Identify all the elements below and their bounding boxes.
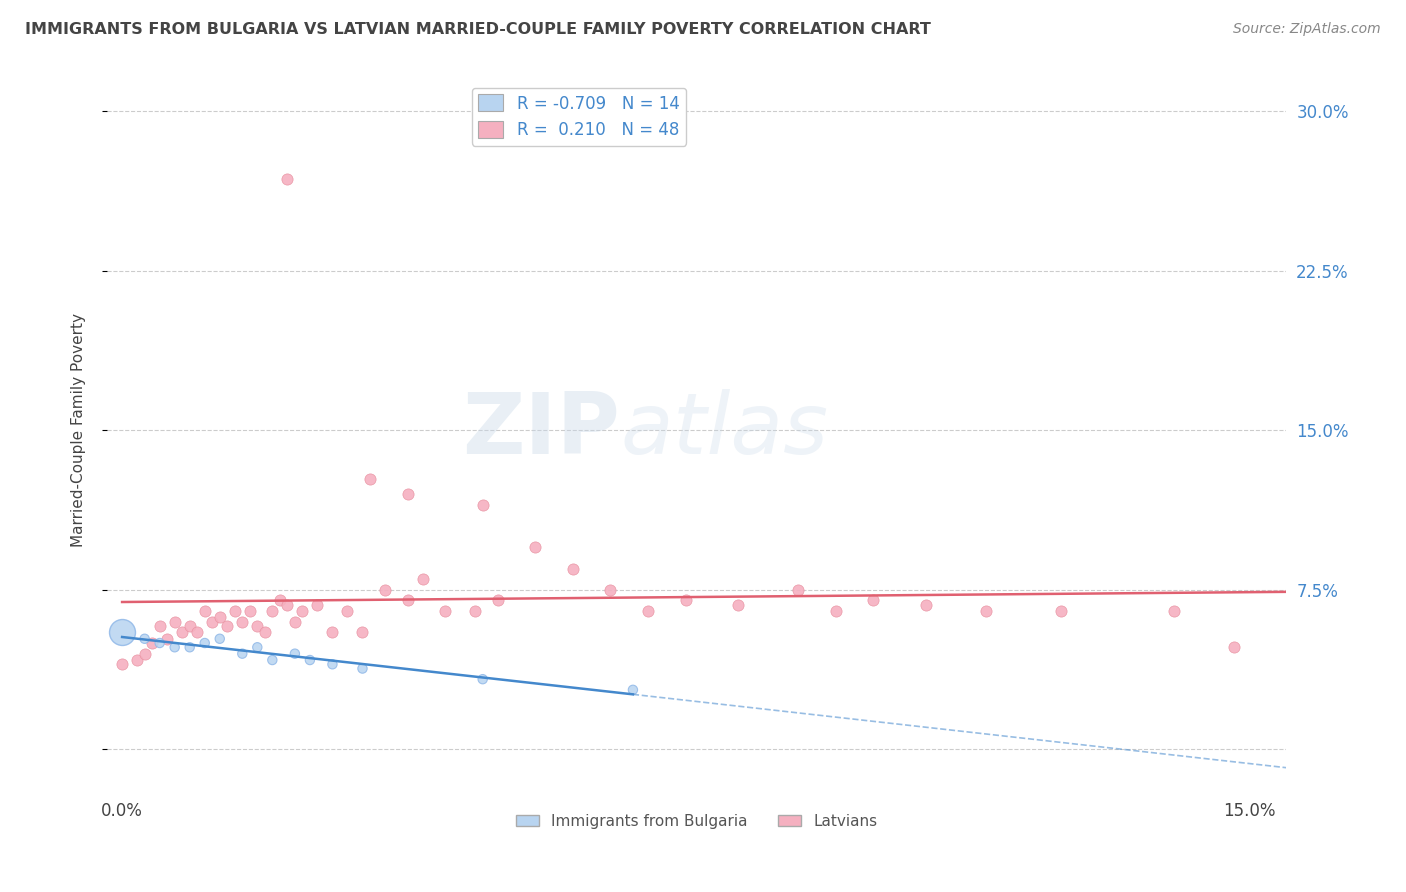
Point (974, 604, 997, 618)
Point (127, 653, 149, 667)
Point (269, 593, 291, 607)
Point (276, 598, 298, 612)
Point (163, 615, 186, 629)
Point (298, 653, 321, 667)
Point (359, 472, 381, 486)
Legend: Immigrants from Bulgaria, Latvians: Immigrants from Bulgaria, Latvians (510, 808, 883, 835)
Point (111, 625, 134, 640)
Point (1223, 640, 1246, 655)
Point (675, 593, 697, 607)
Point (186, 625, 208, 640)
Point (246, 619, 269, 633)
Point (621, 682, 644, 697)
Point (284, 647, 307, 661)
Point (862, 593, 884, 607)
Point (915, 598, 938, 612)
Point (307, 598, 329, 612)
Point (134, 632, 156, 646)
Point (208, 632, 231, 646)
Point (231, 647, 253, 661)
Point (156, 632, 179, 646)
Point (1163, 604, 1185, 618)
Point (352, 625, 374, 640)
Point (321, 657, 343, 672)
Point (637, 604, 659, 618)
Point (262, 604, 284, 618)
Point (149, 636, 172, 650)
Point (321, 625, 343, 640)
Point (352, 661, 374, 675)
Point (434, 604, 457, 618)
Point (486, 593, 509, 607)
Point (727, 598, 749, 612)
Point (396, 487, 419, 501)
Point (111, 657, 134, 672)
Point (276, 172, 298, 186)
Point (291, 604, 314, 618)
Point (194, 636, 217, 650)
Point (141, 636, 163, 650)
Point (471, 672, 494, 686)
Point (217, 619, 239, 633)
Point (336, 604, 359, 618)
Point (374, 582, 396, 597)
Point (246, 640, 269, 655)
Point (239, 604, 262, 618)
Point (224, 604, 246, 618)
Point (787, 582, 810, 597)
Text: Source: ZipAtlas.com: Source: ZipAtlas.com (1233, 22, 1381, 37)
Point (471, 498, 494, 512)
Point (208, 610, 231, 624)
Point (561, 561, 583, 575)
Point (179, 640, 201, 655)
Point (149, 619, 172, 633)
Point (412, 572, 434, 586)
Point (172, 625, 194, 640)
Point (599, 582, 621, 597)
Text: atlas: atlas (620, 389, 828, 472)
Point (134, 647, 156, 661)
Point (194, 604, 217, 618)
Point (253, 625, 276, 640)
Text: ZIP: ZIP (463, 389, 620, 472)
Point (231, 615, 253, 629)
Point (284, 615, 307, 629)
Point (464, 604, 486, 618)
Text: IMMIGRANTS FROM BULGARIA VS LATVIAN MARRIED-COUPLE FAMILY POVERTY CORRELATION CH: IMMIGRANTS FROM BULGARIA VS LATVIAN MARR… (25, 22, 931, 37)
Y-axis label: Married-Couple Family Poverty: Married-Couple Family Poverty (72, 313, 86, 547)
Point (262, 653, 284, 667)
Point (396, 593, 419, 607)
Point (179, 619, 201, 633)
Point (163, 640, 186, 655)
Point (201, 615, 224, 629)
Point (524, 541, 547, 555)
Point (1050, 604, 1073, 618)
Point (824, 604, 846, 618)
